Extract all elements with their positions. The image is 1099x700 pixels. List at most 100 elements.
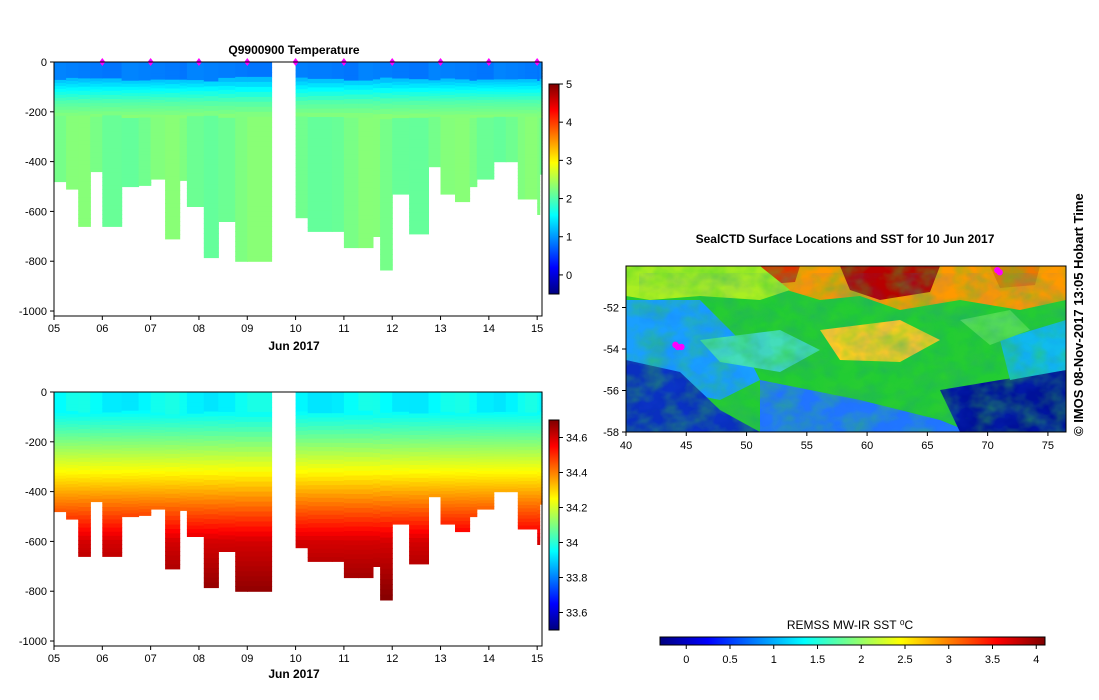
profile-cell xyxy=(505,469,519,473)
profile-cell xyxy=(78,78,91,84)
profile-cell xyxy=(539,456,543,460)
profile-cell xyxy=(537,414,541,420)
profile-cell xyxy=(54,427,67,432)
profile-cell xyxy=(121,407,140,412)
profile-cell xyxy=(247,496,273,503)
profile-cell xyxy=(78,474,91,479)
profile-cell xyxy=(186,514,205,519)
profile-cell xyxy=(150,465,166,469)
profile-cell xyxy=(247,241,273,247)
profile-cell xyxy=(307,205,333,211)
profile-cell xyxy=(186,90,205,96)
x-tick-label: 12 xyxy=(386,323,398,335)
profile-cell xyxy=(392,134,410,139)
profile-cell xyxy=(66,150,79,155)
profile-cell xyxy=(372,109,381,115)
profile-cell xyxy=(525,487,538,492)
profile-cell xyxy=(66,423,79,428)
profile-cell xyxy=(469,423,478,427)
profile-cell xyxy=(331,193,345,198)
profile-cell xyxy=(358,396,374,402)
profile-cell xyxy=(392,425,410,429)
profile-cell xyxy=(165,400,181,406)
profile-cell xyxy=(186,130,205,135)
profile-cell xyxy=(179,406,188,411)
profile-cell xyxy=(440,497,456,502)
profile-cell xyxy=(409,516,429,522)
profile-cell xyxy=(54,142,67,147)
profile-cell xyxy=(358,554,374,560)
profile-cell xyxy=(380,470,393,476)
profile-cell xyxy=(469,121,478,125)
profile-cell xyxy=(372,227,381,233)
profile-cell xyxy=(150,403,166,408)
profile-cell xyxy=(392,154,410,159)
profile-cell xyxy=(409,486,429,492)
profile-cell xyxy=(331,227,345,232)
profile-cell xyxy=(203,421,219,427)
profile-cell xyxy=(517,433,526,438)
profile-cell xyxy=(150,400,166,405)
profile-cell xyxy=(247,526,273,533)
profile-cell xyxy=(247,181,273,188)
profile-cell xyxy=(102,453,123,459)
profile-cell xyxy=(90,146,103,151)
profile-cell xyxy=(343,177,359,184)
profile-cell xyxy=(165,230,181,235)
profile-cell xyxy=(295,450,309,455)
profile-cell xyxy=(186,467,205,472)
profile-cell xyxy=(150,132,166,136)
profile-cell xyxy=(358,466,374,472)
profile-cell xyxy=(78,392,91,397)
profile-cell xyxy=(517,439,526,444)
y-tick-label: -56 xyxy=(603,386,619,398)
profile-cell xyxy=(150,62,166,66)
profile-cell xyxy=(102,152,123,158)
profile-cell xyxy=(428,488,442,492)
profile-cell xyxy=(469,80,478,85)
profile-cell xyxy=(476,117,495,122)
profile-cell xyxy=(525,164,538,169)
profile-cell xyxy=(455,180,471,185)
profile-cell xyxy=(331,150,345,156)
profile-cell xyxy=(537,517,541,523)
profile-cell xyxy=(505,459,519,463)
profile-cell xyxy=(203,563,219,569)
profile-cell xyxy=(440,507,456,512)
profile-cell xyxy=(358,159,374,165)
profile-cell xyxy=(165,176,181,182)
x-tick-label: 07 xyxy=(145,323,157,335)
profile-cell xyxy=(358,103,374,109)
profile-cell xyxy=(165,190,181,196)
profile-cell xyxy=(179,97,188,102)
profile-cell xyxy=(493,156,507,160)
profile-cell xyxy=(150,64,166,69)
profile-cell xyxy=(537,210,541,215)
profile-cell xyxy=(409,147,429,153)
profile-cell xyxy=(469,407,478,412)
profile-cell xyxy=(493,69,507,73)
profile-cell xyxy=(331,510,345,516)
profile-cell xyxy=(66,442,79,447)
profile-cell xyxy=(505,419,519,423)
profile-cell xyxy=(331,472,345,478)
profile-cell xyxy=(358,108,374,114)
profile-cell xyxy=(203,174,219,180)
profile-cell xyxy=(78,478,91,483)
profile-cell xyxy=(372,496,381,502)
profile-cell xyxy=(54,472,67,477)
profile-cell xyxy=(235,181,248,188)
profile-cell xyxy=(121,99,140,104)
profile-cell xyxy=(409,435,429,440)
profile-cell xyxy=(179,144,188,149)
profile-cell xyxy=(179,118,188,122)
profile-cell xyxy=(102,548,123,553)
profile-cell xyxy=(392,75,410,80)
profile-cell xyxy=(440,510,456,515)
profile-cell xyxy=(440,177,456,182)
profile-cell xyxy=(539,126,543,130)
profile-cell xyxy=(66,179,79,184)
profile-cell xyxy=(331,66,345,71)
profile-cell xyxy=(455,65,471,70)
profile-cell xyxy=(525,494,538,499)
